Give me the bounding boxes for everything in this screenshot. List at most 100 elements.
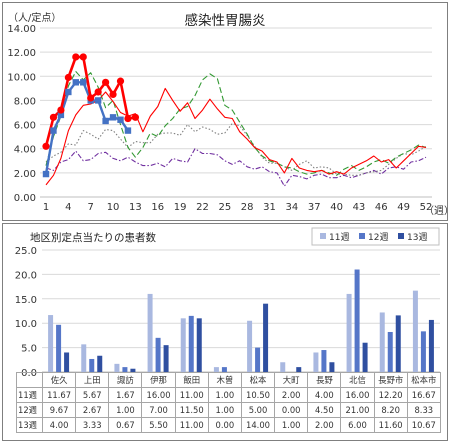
bar xyxy=(196,318,202,372)
bar xyxy=(180,318,186,372)
data-point xyxy=(102,78,110,86)
bar xyxy=(56,324,62,372)
y-tick-label: 10.0 xyxy=(15,319,37,330)
table-header-row: 佐久 上田 諏訪 伊那 飯田 木曽 松本 大町 長野 北信 長野市 松本市 xyxy=(16,372,441,388)
table-cell: 7.00 xyxy=(141,402,176,418)
data-point xyxy=(131,113,140,121)
bar xyxy=(130,368,136,372)
x-tick-label: 28 xyxy=(241,202,254,213)
y-tick-label: 4.00 xyxy=(14,145,36,156)
table-header-cell: 飯田 xyxy=(174,372,209,388)
y-tick-label: 15.0 xyxy=(15,295,37,306)
table-cell: 3.33 xyxy=(75,417,110,433)
table-cell: 10.67 xyxy=(406,417,441,433)
table-cell: 11.00 xyxy=(174,417,209,433)
table-cell: 2.00 xyxy=(307,417,342,433)
table-cell: 12.20 xyxy=(373,387,408,403)
x-tick-label: 4 xyxy=(65,202,71,213)
series-line-y2019 xyxy=(45,87,427,186)
y-tick-label: 20.0 xyxy=(15,270,37,281)
data-point xyxy=(42,170,50,178)
data-point xyxy=(109,114,117,121)
bar xyxy=(155,337,161,372)
table-header-cell: 長野市 xyxy=(373,372,408,388)
bar xyxy=(428,319,434,372)
bar xyxy=(313,352,319,372)
bar xyxy=(97,355,103,372)
table-cell: 14.00 xyxy=(240,417,276,433)
bar xyxy=(255,347,261,372)
bar xyxy=(379,312,385,372)
table-cell: 11.50 xyxy=(174,402,209,418)
table-header-cell: 佐久 xyxy=(41,372,77,388)
table-header-cell: 上田 xyxy=(75,372,110,388)
bar xyxy=(387,331,393,372)
table-header-cell: 松本市 xyxy=(406,372,441,388)
bar xyxy=(188,315,194,372)
table-cell: 6.00 xyxy=(340,417,375,433)
table-cell: 11.60 xyxy=(373,417,408,433)
data-point xyxy=(72,53,80,61)
row-label-text: 12週 xyxy=(18,404,38,415)
weekly-trend-chart-panel xyxy=(2,2,448,221)
table-cell: 1.00 xyxy=(207,387,242,403)
table-cell: 5.50 xyxy=(141,417,176,433)
data-point xyxy=(94,97,102,104)
table-cell: 1.00 xyxy=(207,402,242,418)
data-point xyxy=(124,114,132,123)
table-cell: 10.50 xyxy=(240,387,276,403)
table-cell: 1.00 xyxy=(274,417,309,433)
data-point xyxy=(80,79,87,86)
x-tick-label: 49 xyxy=(397,202,410,213)
y-tick-label: 6.00 xyxy=(14,121,36,132)
x-tick-label: 19 xyxy=(174,202,187,213)
x-tick-label: 10 xyxy=(107,202,120,213)
x-tick-label: 43 xyxy=(353,202,366,213)
table-header-cell: 松本 xyxy=(240,372,276,388)
bar xyxy=(412,290,418,372)
y-tick-label: 0.00 xyxy=(14,193,36,204)
bar xyxy=(48,315,54,372)
bar xyxy=(362,342,368,372)
data-point xyxy=(117,116,124,123)
series-line-y2022 xyxy=(45,122,427,176)
y-tick-label: 8.00 xyxy=(14,96,36,107)
table-cell: 5.00 xyxy=(240,402,276,418)
data-point xyxy=(87,94,95,102)
bar xyxy=(263,303,269,372)
x-axis-label: （週） xyxy=(424,205,450,217)
legend xyxy=(311,227,440,246)
table-cell: 11.00 xyxy=(174,387,209,403)
y-tick-label: 10.00 xyxy=(7,72,36,83)
x-tick-label: 7 xyxy=(88,202,94,213)
bar xyxy=(147,293,153,372)
table-row-label: 13週 xyxy=(16,417,43,433)
data-point xyxy=(116,77,125,85)
bar xyxy=(296,367,302,372)
bar xyxy=(122,367,128,372)
table-row-label: 12週 xyxy=(16,402,43,418)
table-header-cell: 北信 xyxy=(340,372,375,388)
x-tick-label: 34 xyxy=(286,202,299,213)
table-header-cell: 長野 xyxy=(307,372,342,388)
table-cell: 16.00 xyxy=(340,387,375,403)
bar-chart-title: 地区別定点当たりの患者数 xyxy=(30,231,156,244)
x-tick-label: 13 xyxy=(129,202,142,213)
data-point xyxy=(72,79,80,86)
data-point xyxy=(124,127,132,134)
row-label-text: 11週 xyxy=(18,389,38,400)
bar xyxy=(221,367,227,372)
data-point xyxy=(109,90,117,98)
table-cell: 5.67 xyxy=(75,387,110,403)
legend-swatch xyxy=(320,233,326,239)
table-cell: 1.00 xyxy=(108,402,143,418)
bar xyxy=(213,367,219,372)
legend-label: 11週 xyxy=(329,232,349,243)
data-point xyxy=(57,106,65,114)
table-header-cell: 諏訪 xyxy=(108,372,143,388)
table-row-label: 11週 xyxy=(16,387,43,403)
y-tick-label: 5.0 xyxy=(21,344,37,355)
x-tick-label: 37 xyxy=(308,202,321,213)
x-tick-label: 22 xyxy=(196,202,209,213)
